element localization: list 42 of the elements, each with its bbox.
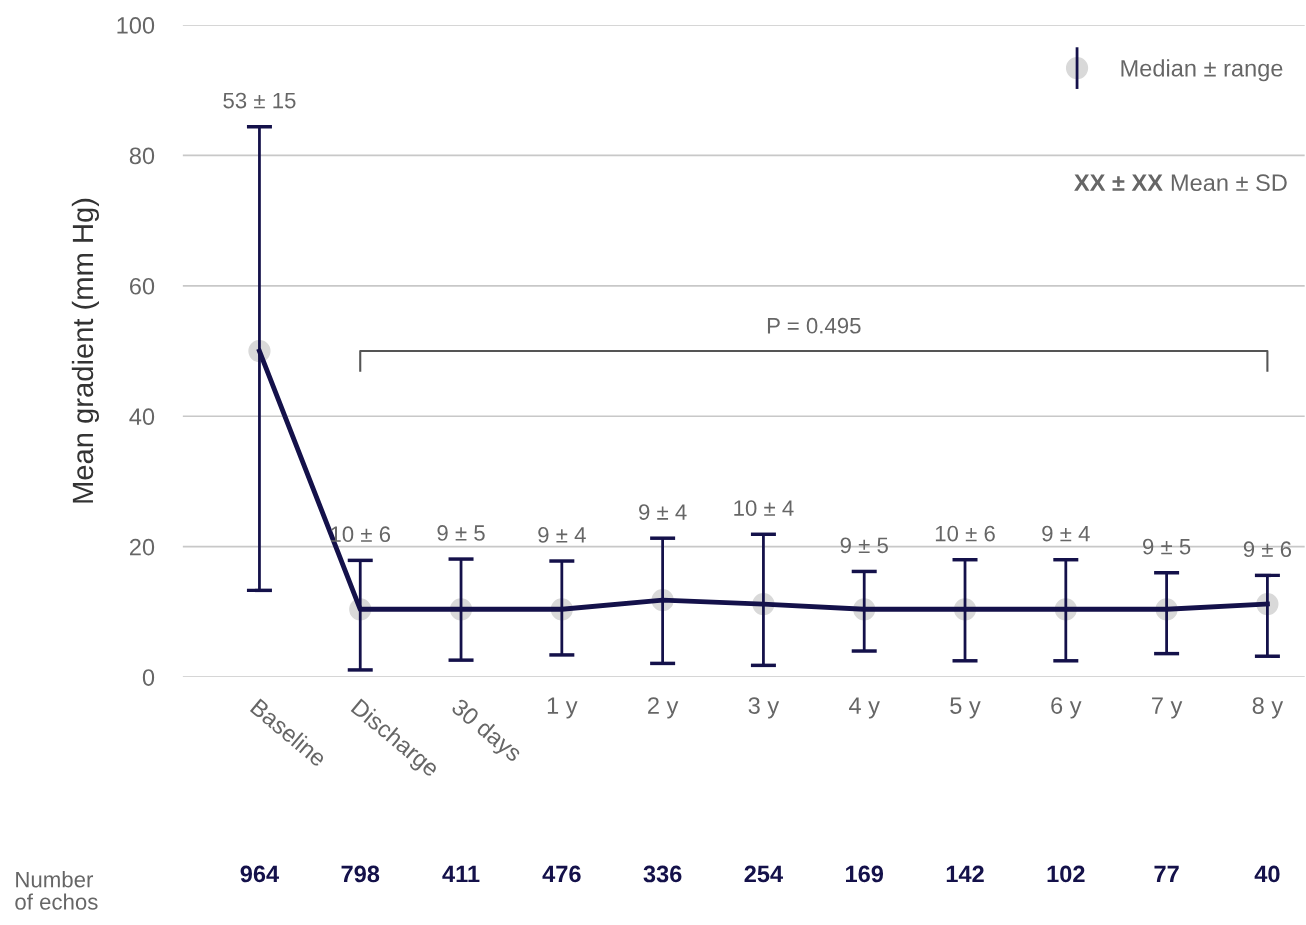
y-tick-label: 80 — [129, 147, 155, 165]
annotation: 10 ± 4 — [734, 500, 794, 516]
x-tick-label: 8 y — [1252, 697, 1284, 719]
x-tick-label: 1 y — [547, 697, 578, 719]
text: 40 — [1254, 865, 1280, 883]
annotation: Mean ± SD — [1171, 174, 1287, 192]
annotation: 53 ± 15 — [223, 92, 296, 109]
text: 254 — [744, 865, 783, 883]
x-tick-label: 2 y — [648, 697, 679, 719]
text: 798 — [341, 865, 380, 883]
annotation: 9 ± 4 — [538, 527, 586, 543]
annotation: 10 ± 6 — [935, 525, 995, 542]
text: 336 — [643, 865, 682, 883]
annotation: 9 ± 5 — [437, 525, 485, 541]
text: 411 — [442, 865, 480, 883]
text: 102 — [1047, 865, 1085, 883]
text: 77 — [1154, 865, 1179, 883]
y-tick-label: 20 — [129, 538, 155, 556]
text: Number of echos — [15, 871, 98, 910]
text: 169 — [846, 865, 884, 883]
annotation: P = 0.495 — [767, 317, 861, 334]
text: 476 — [542, 865, 581, 883]
y-tick-label: 0 — [142, 669, 155, 686]
text: 142 — [946, 865, 984, 883]
annotation: 9 ± 5 — [840, 537, 888, 554]
annotation: 9 ± 4 — [639, 504, 687, 520]
y-tick-label: 100 — [117, 17, 155, 34]
x-tick-label: 30 days — [447, 697, 524, 767]
y-tick-label: 40 — [129, 408, 155, 426]
x-tick-label: 4 y — [849, 697, 880, 719]
annotation: XX ± XX — [1074, 174, 1163, 191]
text: 964 — [240, 865, 280, 883]
x-tick-label: 5 y — [950, 697, 981, 719]
annotation: 9 ± 5 — [1143, 538, 1191, 555]
annotation: 9 ± 6 — [1243, 541, 1292, 558]
x-tick-label: 3 y — [748, 697, 780, 719]
annotation: 9 ± 4 — [1042, 525, 1090, 542]
x-tick-label: 6 y — [1051, 697, 1082, 719]
y-axis-title: Mean gradient (mm Hg) — [71, 198, 100, 503]
y-tick-label: 60 — [130, 277, 155, 295]
x-tick-label: 7 y — [1152, 697, 1183, 719]
legend-label: Median ± range — [1121, 59, 1283, 82]
